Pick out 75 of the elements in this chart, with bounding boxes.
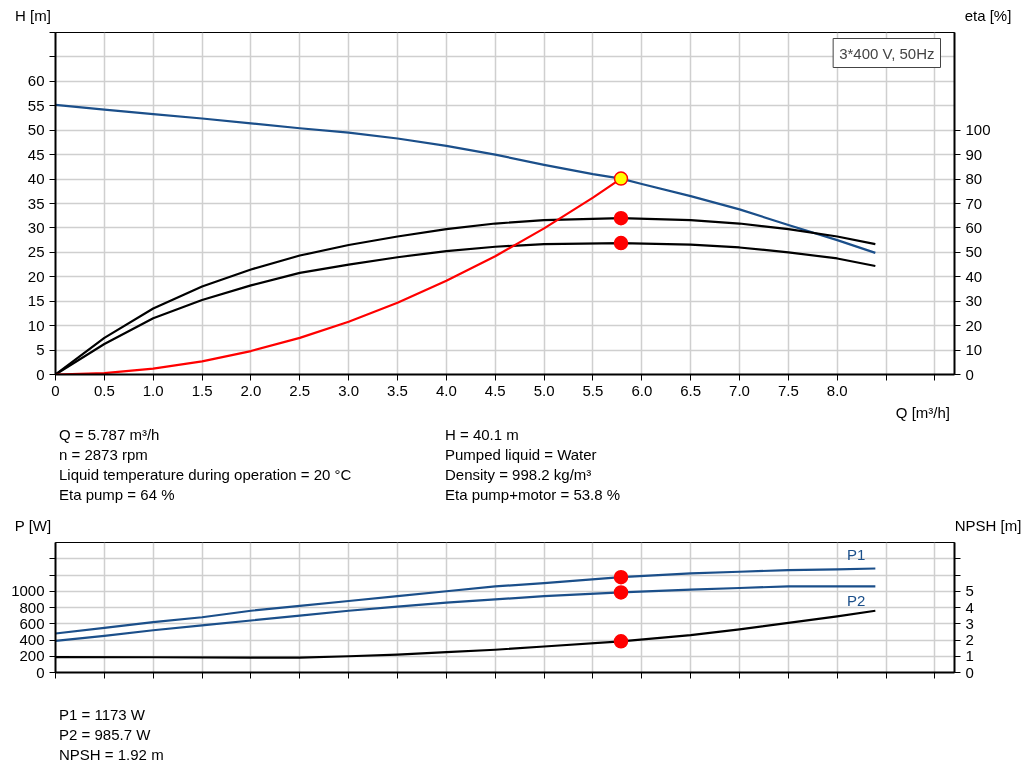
x-axis-title: Q [m³/h] [895, 403, 950, 423]
y-tick-label: 10 [27, 316, 45, 334]
x-tick-label: 3.5 [387, 381, 408, 399]
y-tick-label: 0 [36, 663, 45, 681]
y2-tick-label: 10 [965, 341, 983, 359]
x-tick-label: 7.0 [729, 381, 750, 399]
y-tick-label: 55 [27, 96, 45, 114]
series-label: P2 [847, 592, 866, 610]
x-tick-label: 4.5 [484, 381, 506, 399]
y-tick-label: 60 [27, 72, 45, 90]
y-tick-label: 50 [27, 121, 45, 139]
line-series [55, 567, 877, 635]
text: H = 40.1 m [445, 425, 519, 445]
x-tick-label: 6.5 [680, 381, 702, 399]
y-tick-label: 15 [27, 292, 45, 310]
x-tick-label: 3.0 [338, 381, 360, 399]
x-tick-label: 6.0 [631, 381, 653, 399]
x-tick-label: 7.5 [777, 381, 799, 399]
y-axis-title: H [m] [15, 5, 51, 26]
text: P2 = 985.7 W [59, 725, 151, 745]
y-tick-label: 0 [36, 365, 45, 383]
y2-tick-label: 100 [965, 121, 991, 139]
y2-tick-label: 0 [965, 365, 974, 383]
y-tick-label: 1000 [11, 582, 45, 600]
y2-tick-label: 30 [965, 292, 983, 310]
y2-tick-label: 1 [965, 647, 974, 665]
series-label: P1 [847, 545, 866, 563]
y2-axis-title: eta [%] [964, 5, 1012, 26]
text: Liquid temperature during operation = 20 °C [59, 465, 352, 485]
y-tick-label: 45 [27, 145, 45, 163]
x-tick-label: 0.5 [93, 381, 115, 399]
text: P1 = 1173 W [59, 705, 146, 725]
text: Eta pump = 64 % [59, 485, 175, 505]
y-tick-label: 30 [27, 218, 45, 236]
x-tick-label: 5.5 [582, 381, 604, 399]
line-series [55, 585, 877, 642]
text: NPSH = 1.92 m [59, 745, 164, 765]
y-tick-label: 200 [19, 647, 45, 665]
text: n = 2873 rpm [59, 445, 148, 465]
y2-tick-label: 60 [965, 218, 983, 236]
text: Pumped liquid = Water [445, 445, 597, 465]
x-tick-label: 1.0 [142, 381, 164, 399]
y2-tick-label: 20 [965, 316, 983, 334]
x-tick-label: 2.0 [240, 381, 262, 399]
y-tick-label: 400 [19, 631, 45, 648]
y-tick-label: 5 [36, 341, 45, 359]
text: Eta pump+motor = 53.8 % [445, 485, 621, 505]
x-tick-label: 5.0 [533, 381, 555, 399]
y-tick-label: 25 [27, 243, 45, 261]
y2-tick-label: 4 [965, 598, 974, 616]
y2-axis-title: NPSH [m] [954, 515, 1022, 536]
y-tick-label: 40 [27, 170, 45, 188]
y2-tick-label: 2 [965, 631, 974, 648]
y-axis-title: P [W] [14, 515, 52, 536]
y-tick-label: 20 [27, 267, 45, 285]
y2-tick-label: 70 [965, 194, 983, 212]
y-tick-label: 800 [19, 598, 45, 616]
y2-tick-label: 90 [965, 145, 983, 163]
y2-tick-label: 0 [965, 663, 974, 681]
y-tick-label: 600 [19, 614, 45, 632]
text: 3*400 V, 50Hz [839, 44, 935, 62]
y2-tick-label: 40 [965, 267, 983, 285]
y2-tick-label: 80 [965, 170, 983, 188]
x-tick-label: 0 [51, 381, 60, 399]
x-tick-label: 1.5 [191, 381, 213, 399]
x-tick-label: 2.5 [289, 381, 311, 399]
line-series [55, 103, 877, 254]
y2-tick-label: 3 [965, 614, 974, 632]
text: Density = 998.2 kg/m³ [445, 465, 592, 485]
x-tick-label: 8.0 [826, 381, 848, 399]
y2-tick-label: 5 [965, 582, 974, 600]
x-tick-label: 4.0 [435, 381, 457, 399]
y-tick-label: 35 [27, 194, 45, 212]
text: Q = 5.787 m³/h [59, 425, 160, 445]
y2-tick-label: 50 [965, 243, 983, 261]
